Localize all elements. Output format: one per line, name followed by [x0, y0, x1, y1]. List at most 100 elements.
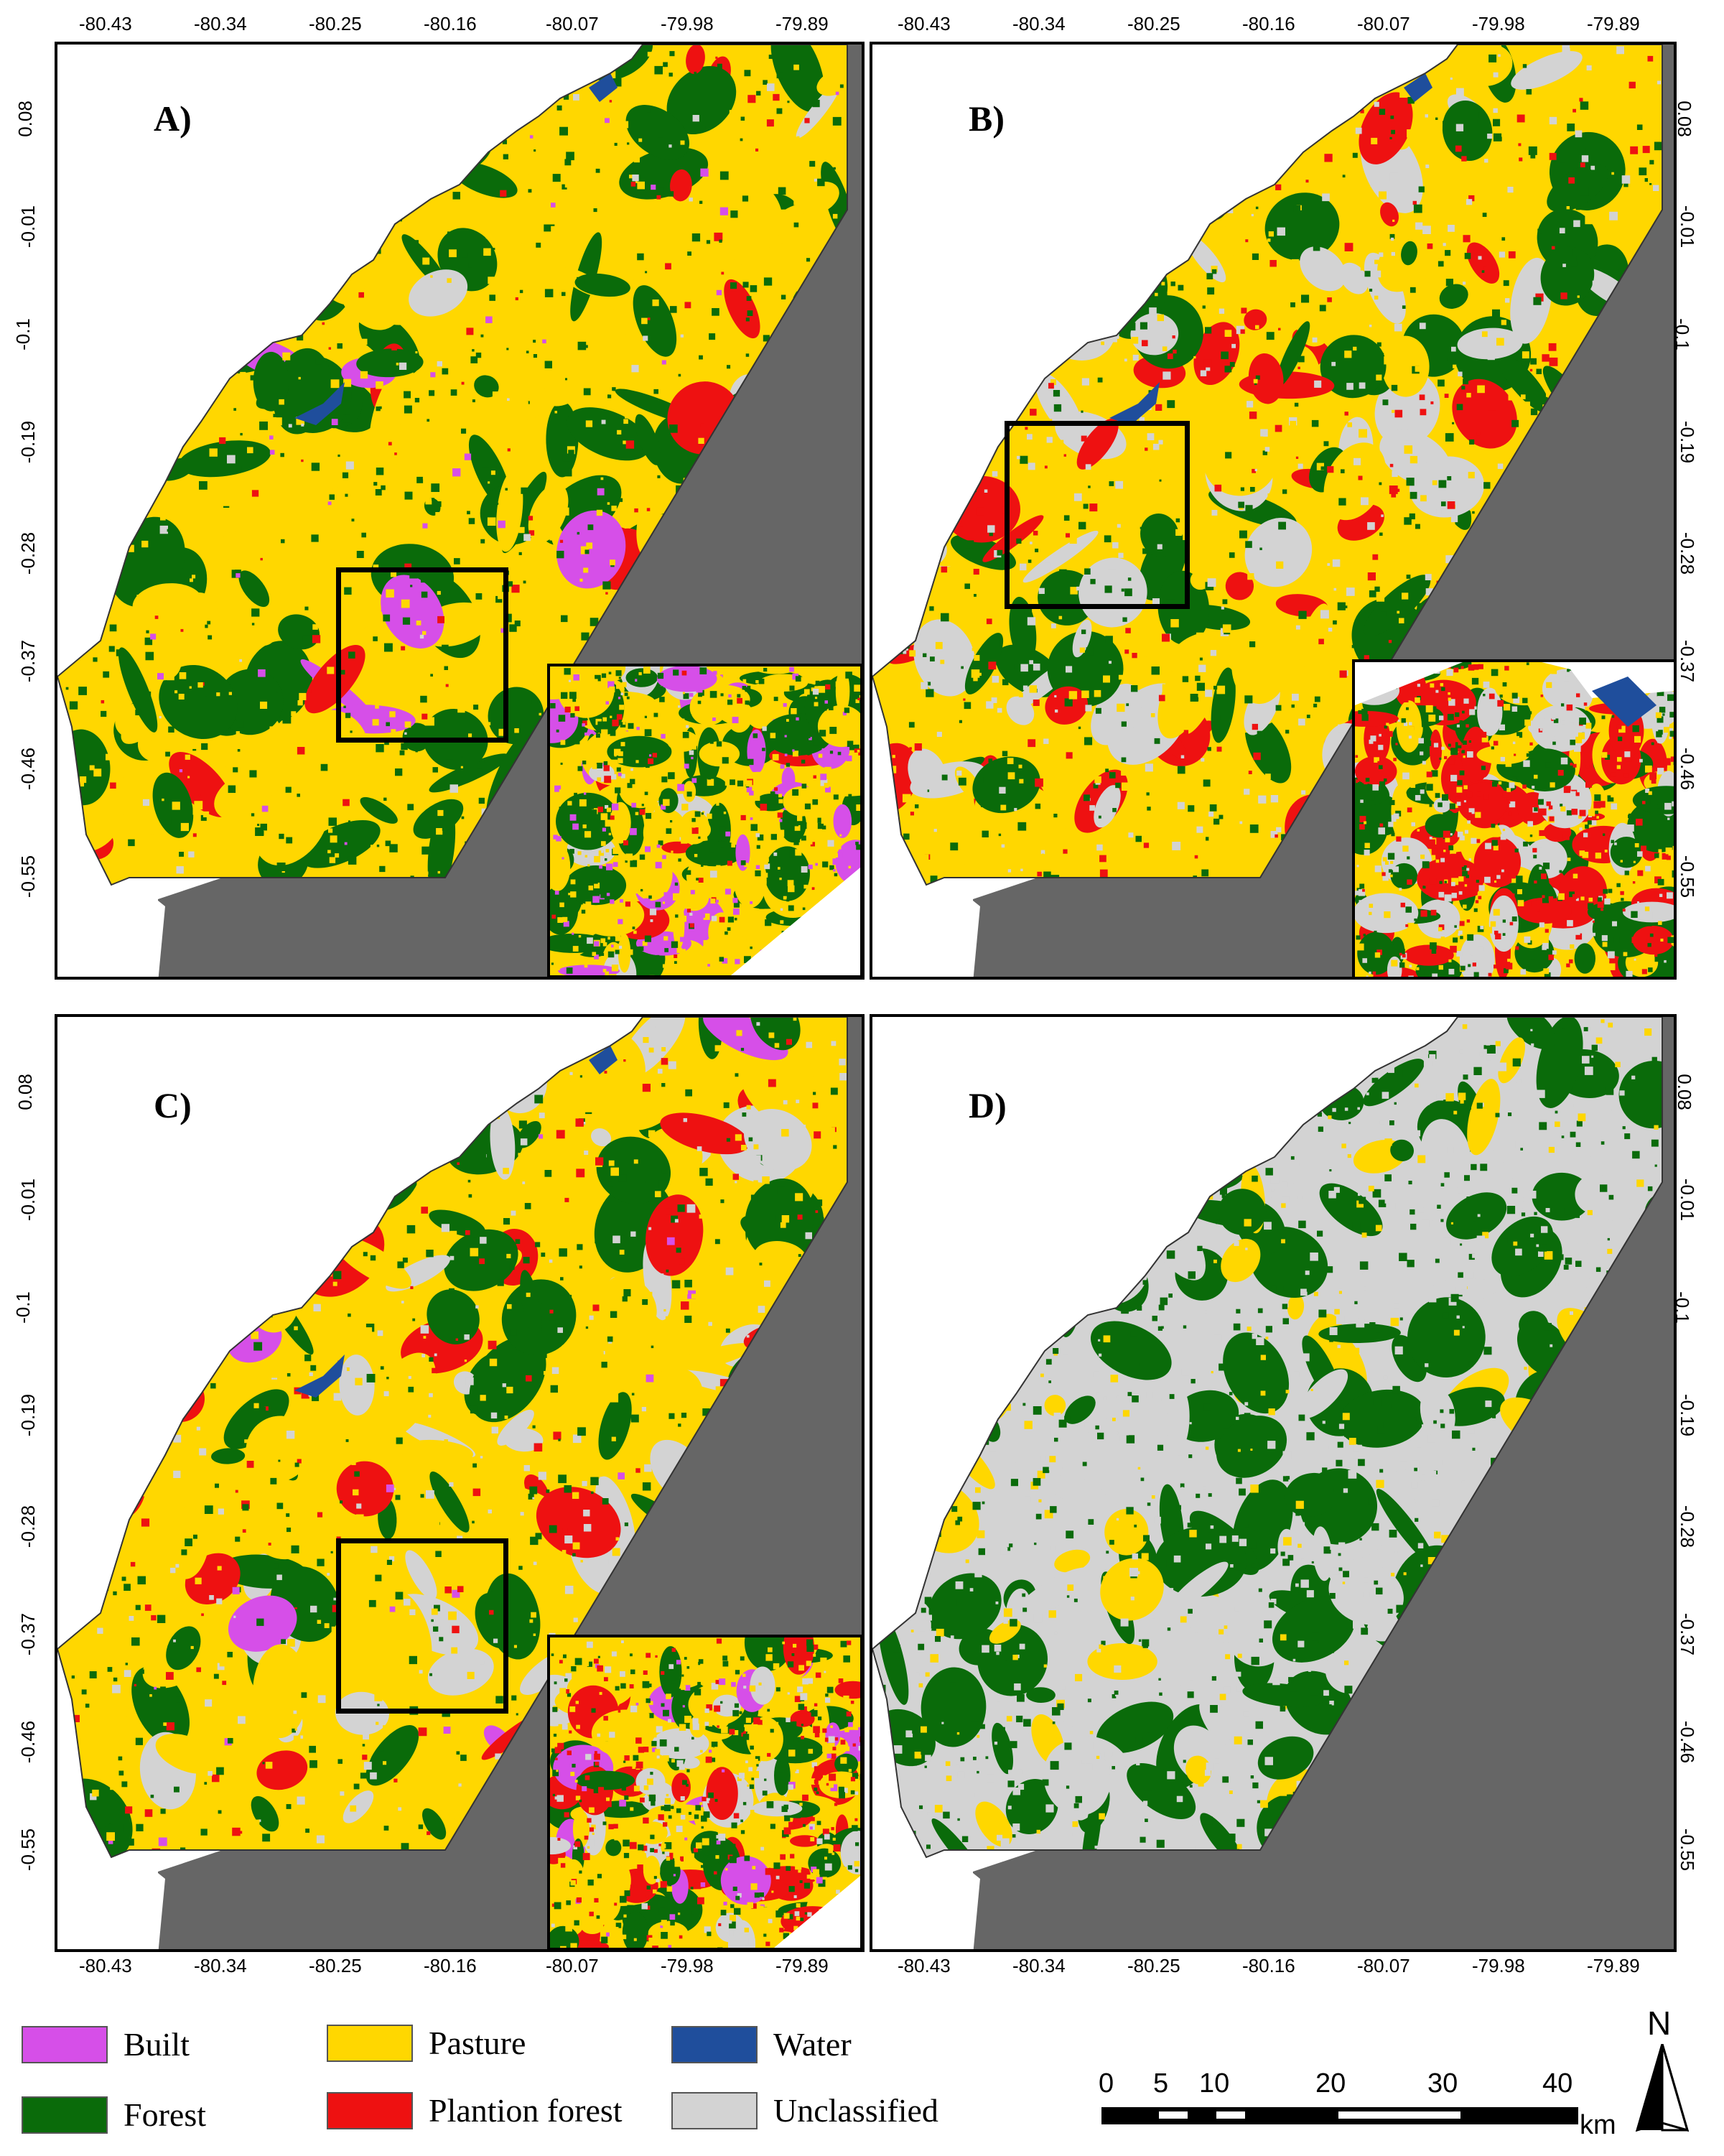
lat-tick-right-b: 0.08 — [1673, 101, 1695, 137]
map-d — [872, 1017, 1674, 1949]
lon-tick-top-b: -80.07 — [1357, 13, 1410, 34]
legend-unclassified: Unclassified — [671, 2091, 938, 2129]
lon-tick-bottom-d: -80.25 — [1127, 1955, 1180, 1976]
lon-tick-bottom-d: -79.98 — [1472, 1955, 1525, 1976]
inset-map-a — [547, 664, 862, 977]
lat-tick-left-a: -0.55 — [17, 855, 39, 898]
lon-tick-bottom-d: -80.16 — [1242, 1955, 1295, 1976]
panel-label-b: B) — [969, 98, 1005, 139]
lon-tick-bottom-c: -80.16 — [424, 1955, 477, 1976]
lon-tick-bottom-d: -80.07 — [1357, 1955, 1410, 1976]
lon-tick-top-a: -80.43 — [79, 13, 132, 34]
legend-pasture: Pasture — [327, 2024, 526, 2062]
lat-tick-left-c: 0.08 — [14, 1074, 36, 1110]
lat-tick-left-a: -0.01 — [17, 205, 39, 248]
lat-tick-right-d: -0.28 — [1677, 1505, 1699, 1548]
lat-tick-left-a: -0.19 — [17, 420, 39, 464]
legend-plantation: Plantion forest — [327, 2091, 623, 2129]
lat-tick-left-c: -0.55 — [17, 1828, 39, 1872]
lat-tick-right-d: -0.01 — [1677, 1178, 1699, 1222]
lat-tick-left-c: -0.46 — [17, 1720, 39, 1764]
lon-tick-top-b: -80.34 — [1012, 13, 1066, 34]
lat-tick-right-d: 0.08 — [1673, 1074, 1695, 1110]
scale-bar-graphic — [1101, 2107, 1578, 2124]
legend-swatch-water — [671, 2025, 758, 2063]
zoom-box-a — [336, 567, 508, 743]
lon-tick-top-a: -80.07 — [546, 13, 599, 34]
lat-tick-right-d: -0.19 — [1677, 1393, 1699, 1437]
lat-tick-left-a: -0.28 — [17, 531, 39, 575]
north-arrow: N — [1630, 2004, 1695, 2140]
lat-tick-right-b: -0.01 — [1677, 205, 1699, 248]
lat-tick-right-b: -0.28 — [1677, 531, 1699, 575]
legend-label-built: Built — [124, 2026, 190, 2063]
lon-tick-top-a: -79.89 — [775, 13, 829, 34]
lat-tick-left-c: -0.1 — [11, 1291, 34, 1324]
lat-tick-right-b: -0.1 — [1671, 318, 1693, 350]
legend-label-forest: Forest — [124, 2096, 206, 2133]
lon-tick-bottom-c: -80.34 — [194, 1955, 247, 1976]
lat-tick-right-d: -0.55 — [1677, 1828, 1699, 1872]
lat-tick-right-b: -0.19 — [1677, 420, 1699, 464]
lon-tick-bottom-c: -80.25 — [309, 1955, 362, 1976]
zoom-box-c — [336, 1538, 508, 1714]
lat-tick-left-c: -0.28 — [17, 1505, 39, 1548]
lon-tick-bottom-c: -79.98 — [661, 1955, 714, 1976]
scale-label-5: 5 — [1153, 2068, 1169, 2099]
lon-tick-top-b: -80.43 — [898, 13, 951, 34]
panel-label-c: C) — [154, 1085, 192, 1125]
legend-label-pasture: Pasture — [429, 2025, 526, 2061]
lon-tick-top-a: -79.98 — [661, 13, 714, 34]
scale-label-0: 0 — [1099, 2068, 1114, 2099]
lon-tick-bottom-d: -79.89 — [1587, 1955, 1640, 1976]
lat-tick-right-b: -0.55 — [1677, 855, 1699, 898]
lat-tick-right-b: -0.46 — [1677, 747, 1699, 791]
lon-tick-top-b: -80.25 — [1127, 13, 1180, 34]
lat-tick-left-a: -0.46 — [17, 747, 39, 791]
lon-tick-top-a: -80.16 — [424, 13, 477, 34]
legend-label-water: Water — [773, 2026, 852, 2063]
legend-label-plantation: Plantion forest — [429, 2092, 623, 2129]
lon-tick-top-b: -79.89 — [1587, 13, 1640, 34]
lat-tick-left-a: -0.1 — [11, 318, 34, 350]
lon-tick-bottom-c: -79.89 — [775, 1955, 829, 1976]
panel-label-d: D) — [969, 1085, 1007, 1125]
scale-label-30: 30 — [1427, 2068, 1458, 2099]
lon-tick-bottom-c: -80.07 — [546, 1955, 599, 1976]
lat-tick-left-c: -0.37 — [17, 1612, 39, 1656]
legend-swatch-unclassified — [671, 2091, 758, 2129]
lon-tick-top-a: -80.25 — [309, 13, 362, 34]
legend-built: Built — [22, 2025, 190, 2063]
panel-label-a: A) — [154, 98, 192, 139]
legend-swatch-pasture — [327, 2024, 413, 2062]
lat-tick-left-c: -0.01 — [17, 1178, 39, 1222]
legend-water: Water — [671, 2025, 852, 2063]
map-panel-a: A) — [55, 42, 865, 980]
legend-swatch-built — [22, 2025, 108, 2063]
north-label: N — [1647, 2004, 1672, 2042]
map-panel-c: C) — [55, 1014, 865, 1952]
legend-forest: Forest — [22, 2096, 206, 2134]
scale-label-40: 40 — [1542, 2068, 1573, 2099]
scale-label-20: 20 — [1315, 2068, 1346, 2099]
lat-tick-right-d: -0.46 — [1677, 1720, 1699, 1764]
zoom-box-b — [1005, 421, 1190, 609]
north-arrow-icon — [1635, 2044, 1690, 2132]
lon-tick-bottom-c: -80.43 — [79, 1955, 132, 1976]
lat-tick-left-a: -0.37 — [17, 639, 39, 683]
legend-swatch-forest — [22, 2096, 108, 2134]
lat-tick-left-a: 0.08 — [14, 101, 36, 137]
lon-tick-top-b: -79.98 — [1472, 13, 1525, 34]
inset-map-b — [1352, 659, 1674, 977]
map-panel-d: D) — [870, 1014, 1677, 1952]
scale-label-10: 10 — [1199, 2068, 1230, 2099]
map-panel-b: B) — [870, 42, 1677, 980]
lon-tick-top-b: -80.16 — [1242, 13, 1295, 34]
scale-unit: km — [1580, 2110, 1616, 2140]
lat-tick-right-d: -0.37 — [1677, 1612, 1699, 1656]
lon-tick-top-a: -80.34 — [194, 13, 247, 34]
lon-tick-bottom-d: -80.43 — [898, 1955, 951, 1976]
lat-tick-left-c: -0.19 — [17, 1393, 39, 1437]
inset-map-c — [547, 1635, 862, 1949]
lon-tick-bottom-d: -80.34 — [1012, 1955, 1066, 1976]
